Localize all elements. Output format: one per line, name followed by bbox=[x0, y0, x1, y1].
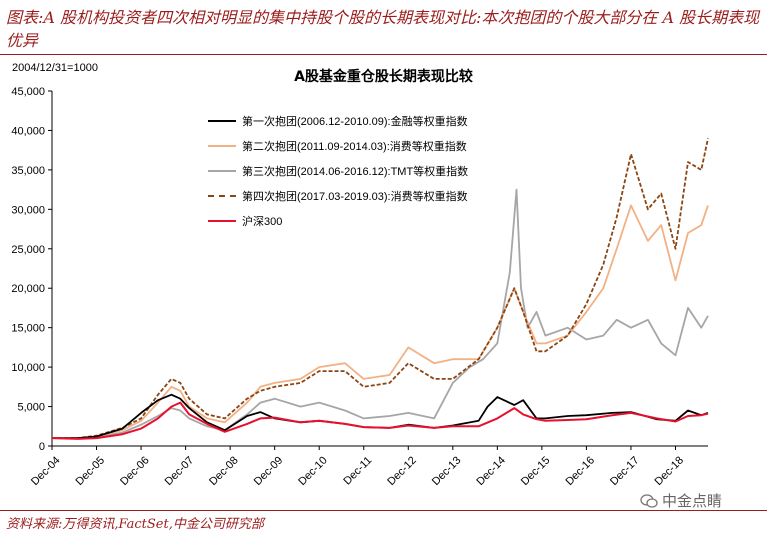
figure-caption: 图表:A 股机构投资者四次相对明显的集中持股个股的长期表现对比:本次抱团的个股大… bbox=[6, 8, 760, 50]
x-tick-label: Dec-14 bbox=[474, 454, 508, 488]
x-tick-label: Dec-17 bbox=[608, 454, 642, 488]
legend-item: 第二次抱团(2011.09-2014.03):消费等权重指数 bbox=[208, 133, 468, 158]
legend-item: 第四次抱团(2017.03-2019.03):消费等权重指数 bbox=[208, 183, 468, 208]
legend-item: 第三次抱团(2014.06-2016.12):TMT等权重指数 bbox=[208, 158, 468, 183]
legend-swatch bbox=[208, 219, 236, 222]
y-tick-label: 45,000 bbox=[11, 86, 45, 98]
x-tick-label: Dec-06 bbox=[118, 454, 152, 488]
legend-swatch bbox=[208, 119, 236, 122]
chart-title: A股基金重仓股长期表现比较 bbox=[294, 69, 473, 85]
legend-label: 第二次抱团(2011.09-2014.03):消费等权重指数 bbox=[242, 140, 467, 153]
y-tick-label: 25,000 bbox=[11, 244, 45, 256]
series-line bbox=[52, 138, 709, 440]
legend-swatch bbox=[208, 169, 236, 172]
y-tick-label: 5,000 bbox=[17, 402, 45, 414]
y-tick-label: 15,000 bbox=[11, 323, 45, 335]
y-tick-label: 40,000 bbox=[11, 125, 45, 137]
y-tick-label: 35,000 bbox=[11, 165, 45, 177]
watermark-text: 中金点睛 bbox=[662, 492, 723, 510]
y-tick-label: 30,000 bbox=[11, 204, 45, 216]
x-tick-label: Dec-07 bbox=[163, 454, 197, 488]
footer-divider bbox=[0, 510, 767, 511]
x-tick-label: Dec-04 bbox=[29, 454, 63, 488]
series-line bbox=[52, 204, 709, 440]
series-line bbox=[52, 188, 709, 440]
series-line bbox=[51, 401, 709, 440]
x-tick-label: Dec-16 bbox=[563, 454, 597, 488]
x-tick-label: Dec-12 bbox=[385, 454, 419, 488]
x-tick-label: Dec-13 bbox=[430, 454, 464, 488]
x-tick-label: Dec-15 bbox=[519, 454, 553, 488]
legend-swatch bbox=[208, 144, 236, 147]
legend-label: 第四次抱团(2017.03-2019.03):消费等权重指数 bbox=[242, 190, 468, 203]
chart-legend: 第一次抱团(2006.12-2010.09):金融等权重指数 第二次抱团(2011… bbox=[208, 108, 468, 233]
wechat-icon bbox=[640, 493, 658, 508]
watermark: 中金点睛 bbox=[640, 490, 722, 511]
legend-swatch bbox=[208, 194, 236, 197]
legend-label: 沪深300 bbox=[242, 215, 283, 228]
y-tick-label: 0 bbox=[39, 441, 45, 453]
legend-item: 沪深300 bbox=[208, 208, 468, 233]
x-tick-label: Dec-18 bbox=[653, 454, 687, 488]
legend-label: 第一次抱团(2006.12-2010.09):金融等权重指数 bbox=[242, 115, 468, 128]
caption-divider bbox=[0, 54, 767, 55]
y-tick-label: 10,000 bbox=[11, 362, 45, 374]
y-axis-unit-label: 2004/12/31=1000 bbox=[12, 62, 98, 74]
x-tick-label: Dec-09 bbox=[252, 454, 286, 488]
x-tick-label: Dec-08 bbox=[207, 454, 241, 488]
legend-label: 第三次抱团(2014.06-2016.12):TMT等权重指数 bbox=[242, 165, 469, 178]
source-note: 资料来源:万得资讯,FactSet,中金公司研究部 bbox=[6, 517, 264, 532]
x-tick-label: Dec-11 bbox=[341, 454, 374, 487]
x-tick-label: Dec-05 bbox=[74, 454, 108, 488]
legend-item: 第一次抱团(2006.12-2010.09):金融等权重指数 bbox=[208, 108, 468, 133]
x-tick-label: Dec-10 bbox=[296, 454, 330, 488]
y-tick-label: 20,000 bbox=[11, 283, 45, 295]
